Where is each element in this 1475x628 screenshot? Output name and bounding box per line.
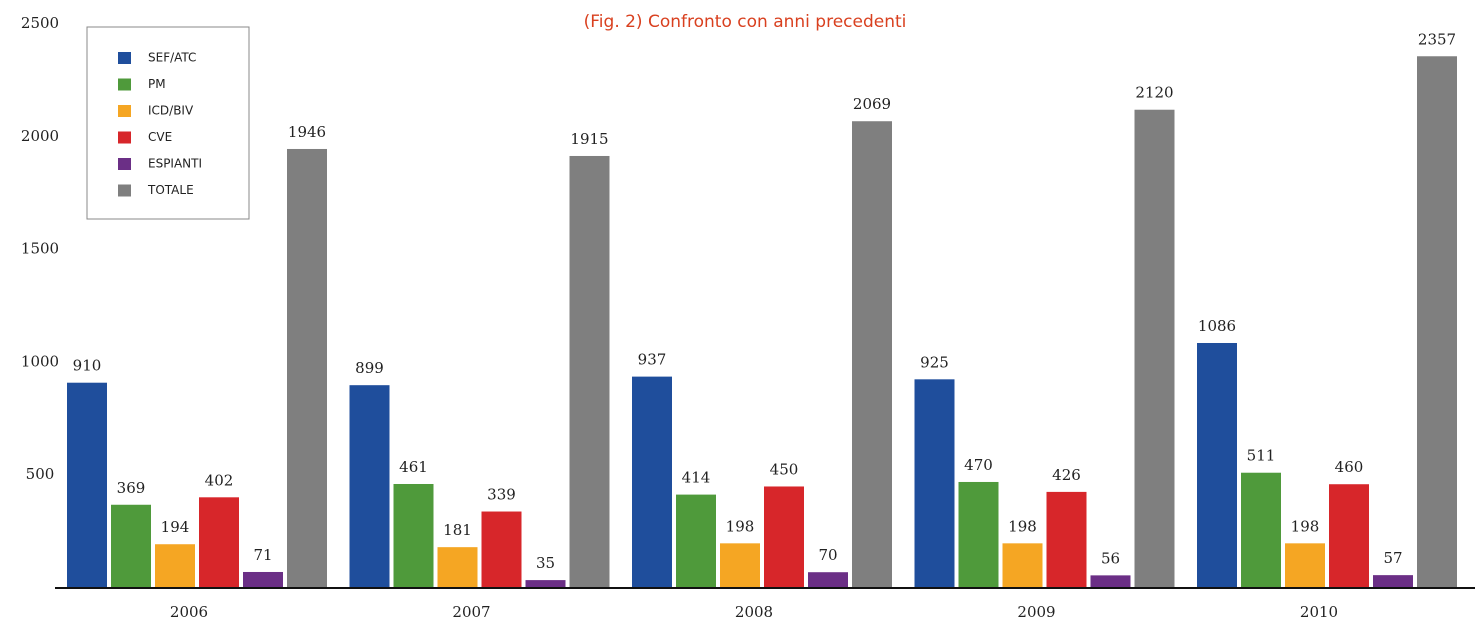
y-tick-label: 500 — [26, 465, 55, 483]
x-tick-label: 2009 — [1017, 603, 1055, 621]
value-label: 450 — [770, 460, 799, 478]
value-label: 1946 — [288, 123, 326, 141]
bar — [111, 504, 151, 588]
value-label: 460 — [1335, 458, 1364, 476]
legend-swatch — [118, 52, 131, 64]
bar — [287, 148, 327, 588]
bar — [764, 486, 804, 588]
legend-label: TOTALE — [147, 183, 194, 197]
bar — [1373, 575, 1413, 588]
value-label: 339 — [487, 486, 516, 504]
legend-label: ESPIANTI — [148, 157, 202, 171]
bar — [525, 580, 566, 588]
value-label: 56 — [1101, 549, 1120, 567]
legend-swatch — [118, 184, 131, 197]
legend-swatch — [118, 131, 131, 144]
value-label: 369 — [117, 479, 146, 497]
bar — [1329, 484, 1369, 588]
bar — [1134, 109, 1175, 588]
x-tick-label: 2007 — [452, 603, 490, 621]
x-tick-label: 2006 — [170, 603, 208, 621]
value-label: 70 — [818, 546, 837, 564]
bar — [569, 155, 610, 588]
bar — [676, 494, 716, 588]
value-label: 910 — [73, 357, 102, 375]
legend-label: CVE — [148, 130, 172, 144]
bar — [1090, 575, 1131, 588]
bar — [1285, 543, 1325, 588]
bar — [155, 544, 195, 588]
value-label: 1086 — [1198, 317, 1236, 335]
y-tick-label: 1000 — [21, 352, 59, 370]
value-label: 181 — [443, 521, 472, 539]
bar — [1197, 342, 1237, 588]
value-label: 511 — [1247, 447, 1276, 465]
legend-swatch — [118, 105, 131, 117]
value-label: 461 — [399, 458, 428, 476]
bar — [393, 483, 434, 588]
value-label: 35 — [536, 554, 555, 572]
bar — [632, 376, 672, 588]
y-tick-label: 2000 — [21, 127, 59, 145]
bar — [437, 547, 478, 588]
value-label: 402 — [205, 471, 234, 489]
value-label: 198 — [1008, 517, 1037, 535]
value-label: 71 — [253, 546, 272, 564]
bar — [199, 497, 239, 588]
bar — [1046, 491, 1087, 588]
legend-label: PM — [148, 77, 166, 91]
value-label: 2357 — [1418, 30, 1456, 48]
bar — [1241, 472, 1281, 588]
bar — [808, 572, 848, 588]
value-label: 2069 — [853, 95, 891, 113]
value-label: 426 — [1052, 466, 1081, 484]
legend-swatch — [118, 158, 131, 170]
bar — [243, 571, 283, 588]
value-label: 899 — [355, 359, 384, 377]
legend-box — [86, 26, 250, 220]
value-label: 925 — [920, 353, 949, 371]
value-label: 1915 — [570, 130, 608, 148]
legend-label: ICD/BIV — [148, 104, 194, 118]
bar — [349, 385, 390, 588]
bar — [720, 543, 760, 588]
bar — [1417, 56, 1457, 588]
value-label: 194 — [161, 518, 190, 536]
legend-label: SEF/ATC — [148, 51, 196, 65]
value-label: 57 — [1383, 549, 1402, 567]
bar — [1002, 543, 1043, 588]
value-label: 937 — [638, 351, 667, 369]
value-label: 198 — [726, 517, 755, 535]
bar — [852, 121, 892, 589]
x-tick-label: 2008 — [735, 603, 773, 621]
bar — [67, 382, 107, 588]
value-label: 2120 — [1135, 84, 1173, 102]
y-tick-label: 1500 — [21, 240, 59, 258]
value-label: 198 — [1291, 517, 1320, 535]
legend-swatch — [118, 78, 131, 91]
chart-title: (Fig. 2) Confronto con anni precedenti — [584, 12, 907, 32]
y-tick-label: 2500 — [21, 14, 59, 32]
x-tick-label: 2010 — [1300, 603, 1338, 621]
bar — [914, 379, 955, 588]
value-label: 470 — [964, 456, 993, 474]
value-label: 414 — [682, 469, 711, 487]
bar — [958, 481, 999, 588]
bar — [481, 511, 522, 588]
